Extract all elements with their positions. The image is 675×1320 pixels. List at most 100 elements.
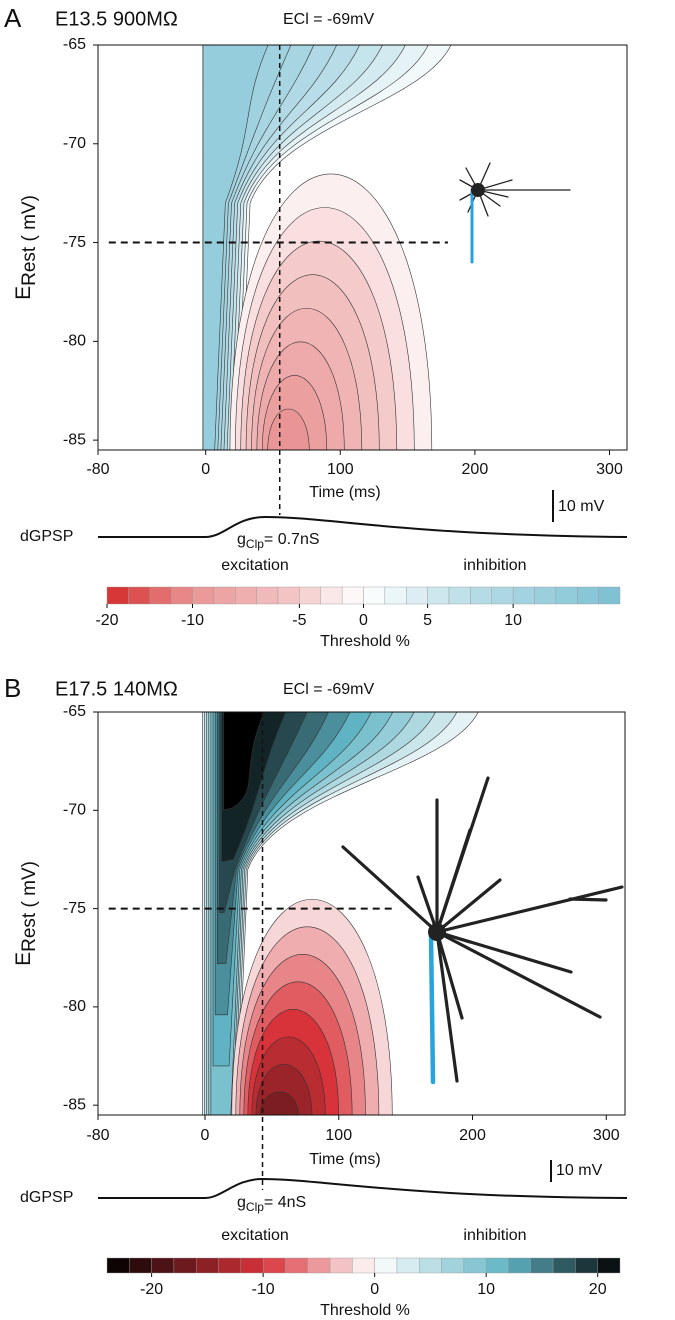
y-tick-label: -80	[63, 333, 86, 350]
panel-letter: B	[4, 673, 21, 703]
colorbar-cell	[106, 586, 129, 605]
colorbar-cell	[256, 586, 279, 605]
neuron-a	[459, 162, 571, 264]
colorbar-cell	[277, 586, 300, 605]
y-tick-label: -65	[63, 36, 86, 53]
colorbar-cell	[575, 1257, 598, 1274]
y-tick-label: -85	[63, 1096, 86, 1113]
g-value: = 4nS	[264, 1194, 306, 1211]
colorbar-tick-label: 0	[370, 1281, 379, 1298]
colorbar-cell	[128, 586, 150, 605]
colorbar-cell	[374, 1257, 398, 1274]
colorbar-cell	[170, 586, 193, 605]
colorbar-tick-label: -20	[140, 1281, 163, 1298]
colorbar-cell	[196, 1257, 219, 1274]
contour-level	[221, 712, 265, 811]
trace-label: dGPSP	[20, 1189, 73, 1206]
y-tick-label: -75	[63, 900, 86, 917]
contour-field	[202, 712, 479, 1115]
scale-label: 10 mV	[558, 498, 605, 515]
g-sub: Clp	[246, 1200, 264, 1214]
y-tick-label: -75	[63, 234, 86, 251]
conductance-label: gClp= 4nS	[237, 1194, 306, 1214]
x-tick-label: -80	[86, 1127, 109, 1144]
y-tick-label: -80	[63, 998, 86, 1015]
panel-letter: A	[4, 3, 22, 33]
excitation-label: excitation	[221, 1227, 289, 1244]
colorbar-cell	[307, 1257, 331, 1274]
colorbar-cell	[448, 586, 471, 605]
y-axis-label: ERest ( mV)	[12, 195, 40, 300]
colorbar-cell	[329, 1257, 353, 1274]
x-tick-label: 200	[459, 1127, 486, 1144]
plot-frame	[97, 711, 626, 1116]
colorbar-tick-label: -10	[181, 612, 204, 629]
x-tick-label: 100	[327, 461, 354, 478]
colorbar-tick-label: 20	[589, 1281, 607, 1298]
y-axis-label: ERest ( mV)	[12, 861, 40, 966]
colorbar-cell	[151, 1257, 175, 1274]
colorbar-cell	[406, 586, 428, 605]
contour-level	[267, 408, 310, 450]
colorbar-cell	[106, 1257, 130, 1274]
contour-level	[259, 1091, 299, 1115]
y-label-main: E	[12, 286, 35, 300]
colorbar-cell	[285, 1257, 308, 1274]
trace	[98, 1177, 628, 1199]
x-tick-label: -80	[86, 461, 109, 478]
colorbar-cell	[173, 1257, 197, 1274]
colorbar-cell	[485, 1257, 509, 1274]
colorbar-cell	[427, 586, 450, 605]
x-tick-label: 300	[593, 1127, 620, 1144]
colorbar-tick-label: -10	[252, 1281, 275, 1298]
contour-level	[202, 45, 269, 450]
g-value: = 0.7nS	[264, 531, 320, 548]
colorbar-tick-label: 5	[423, 612, 432, 629]
y-tick-label: -85	[63, 431, 86, 448]
trace	[98, 515, 628, 538]
colorbar-cell	[441, 1257, 465, 1274]
colorbar-cell	[149, 586, 172, 605]
colorbar-cell	[530, 1257, 554, 1274]
colorbar-cell	[129, 1257, 152, 1274]
inhibition-label: inhibition	[463, 557, 526, 574]
y-tick-label: -70	[63, 135, 86, 152]
annotation: ECl = -69mV	[283, 11, 374, 28]
colorbar-tick-label: -20	[95, 612, 118, 629]
colorbar-tick-label: 10	[477, 1281, 495, 1298]
colorbar-cell	[419, 1257, 442, 1274]
neuron-b	[341, 776, 624, 1085]
conductance-label: gClp= 0.7nS	[237, 531, 320, 551]
colorbar-cell	[534, 586, 557, 605]
colorbar-tick-label: 10	[504, 612, 522, 629]
x-axis-label: Time (ms)	[309, 1151, 380, 1168]
colorbar-cell	[363, 586, 386, 605]
colorbar-cell	[320, 586, 343, 605]
colorbar-cell	[384, 586, 407, 605]
y-tick-label: -65	[63, 703, 86, 720]
colorbar-cell	[470, 586, 492, 605]
colorbar-cell	[192, 586, 215, 605]
panel-title: E13.5 900MΩ	[55, 8, 178, 30]
colorbar-cell	[577, 586, 599, 605]
g-sub: Clp	[246, 537, 264, 551]
colorbar-cell	[352, 1257, 375, 1274]
plot-frame	[97, 44, 628, 451]
x-axis-label: Time (ms)	[309, 484, 380, 501]
y-label-sub: Rest ( mV)	[19, 195, 40, 286]
g-main: g	[237, 1194, 246, 1211]
colorbar-cell	[218, 1257, 242, 1274]
excitation-label: excitation	[221, 557, 289, 574]
scale-label: 10 mV	[556, 1162, 603, 1179]
x-tick-label: 200	[462, 461, 489, 478]
colorbar-cell	[299, 586, 321, 605]
colorbar-label: Threshold %	[320, 633, 410, 650]
colorbar-cell	[341, 586, 364, 605]
y-label-sub: Rest ( mV)	[19, 861, 40, 952]
colorbar-cell	[240, 1257, 264, 1274]
y-tick-label: -70	[63, 802, 86, 819]
colorbar-cell	[508, 1257, 531, 1274]
x-tick-label: 300	[596, 461, 623, 478]
g-main: g	[237, 531, 246, 548]
